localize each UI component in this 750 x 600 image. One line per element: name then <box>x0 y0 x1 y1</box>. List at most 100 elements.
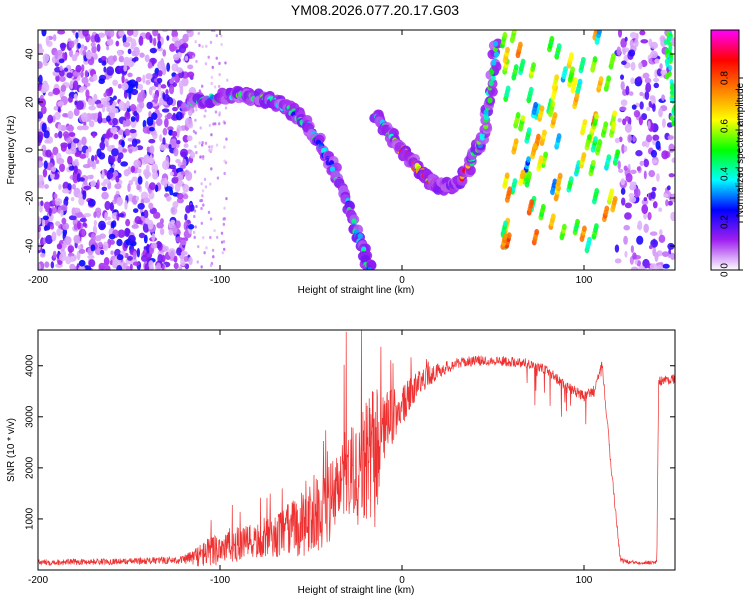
noise-blob <box>83 185 92 190</box>
noise-blob <box>152 171 159 180</box>
noise-blob <box>149 145 155 154</box>
arc-blob <box>493 51 500 58</box>
noise-blob <box>220 231 224 235</box>
noise-blob <box>198 141 201 145</box>
spectrogram-x-ticks: -200 -100 0 100 <box>28 30 593 286</box>
noise-blob <box>641 204 649 215</box>
noise-blob <box>157 60 166 70</box>
noise-blob <box>38 74 43 85</box>
noise-blob <box>186 30 192 34</box>
noise-blob <box>100 55 107 62</box>
noise-blob <box>117 229 126 239</box>
noise-blob <box>650 239 659 248</box>
noise-blob <box>61 188 70 194</box>
noise-blob <box>647 211 652 221</box>
noise-blob <box>84 82 91 87</box>
noise-blob <box>101 186 108 192</box>
noise-blob <box>175 220 181 229</box>
noise-blob <box>44 184 49 189</box>
noise-blob <box>216 176 220 180</box>
cluster-blob <box>597 30 602 35</box>
noise-blob <box>59 65 63 72</box>
noise-blob <box>624 202 633 209</box>
noise-blob <box>78 259 86 267</box>
noise-blob <box>633 188 641 198</box>
noise-blob <box>41 218 46 228</box>
noise-blob <box>85 50 92 60</box>
noise-blob <box>621 197 626 206</box>
noise-blob <box>64 196 69 202</box>
noise-blob <box>73 165 78 174</box>
cluster-blob <box>505 46 510 54</box>
noise-blob <box>620 74 625 80</box>
noise-blob <box>47 91 54 97</box>
noise-blob <box>214 110 218 114</box>
noise-blob <box>77 245 82 250</box>
noise-blob <box>38 134 43 144</box>
noise-blob <box>645 82 652 93</box>
noise-blob <box>199 155 202 159</box>
noise-blob <box>38 263 41 270</box>
colorbar: 0.0 0.2 0.4 0.6 0.8 Normalized spectral ampl… <box>710 29 746 277</box>
noise-blob <box>138 232 146 239</box>
noise-blob <box>106 38 114 46</box>
noise-blob <box>649 231 658 236</box>
noise-blob <box>81 64 85 72</box>
noise-blob <box>77 42 81 49</box>
noise-blob <box>63 67 69 72</box>
noise-blob <box>654 58 660 64</box>
noise-blob <box>51 166 57 172</box>
noise-blob <box>194 40 197 44</box>
noise-blob <box>624 123 632 133</box>
noise-blob <box>148 182 156 191</box>
noise-blob <box>659 229 663 236</box>
cluster-blob <box>503 220 508 227</box>
noise-blob <box>131 138 138 147</box>
noise-blob <box>661 150 669 160</box>
noise-blob <box>617 160 621 170</box>
noise-blob <box>144 170 150 180</box>
y-tick-label: 20 <box>25 96 36 108</box>
noise-blob <box>40 200 44 207</box>
noise-blob <box>614 258 622 264</box>
noise-blob <box>88 259 96 268</box>
noise-blob <box>167 112 173 119</box>
noise-blob <box>38 230 41 240</box>
noise-blob <box>634 38 639 48</box>
noise-blob <box>130 116 136 122</box>
noise-blob <box>627 134 632 143</box>
noise-blob <box>66 137 73 144</box>
noise-blob <box>148 127 155 132</box>
noise-blob <box>619 106 627 112</box>
noise-blob <box>131 176 138 182</box>
noise-blob <box>81 125 89 131</box>
noise-blob <box>103 92 108 98</box>
cluster-blob <box>606 154 612 161</box>
noise-blob <box>650 41 659 50</box>
noise-blob <box>131 224 139 229</box>
noise-blob <box>43 160 48 170</box>
noise-blob <box>667 135 674 140</box>
cluster-blob <box>664 48 669 55</box>
noise-blob <box>639 30 646 36</box>
noise-blob <box>160 84 167 89</box>
noise-blob <box>40 105 47 115</box>
noise-blob <box>83 180 88 186</box>
cluster-blob <box>518 41 523 49</box>
noise-blob <box>225 197 228 201</box>
noise-blob <box>152 30 159 37</box>
noise-blob <box>639 101 644 110</box>
cluster-blob <box>574 92 580 100</box>
noise-blob <box>620 178 626 186</box>
noise-blob <box>69 80 74 90</box>
noise-blob <box>658 107 663 118</box>
noise-blob <box>59 42 67 49</box>
noise-blob <box>185 171 193 181</box>
noise-blob <box>140 211 145 217</box>
noise-blob <box>176 197 184 204</box>
noise-blob <box>133 159 141 168</box>
cluster-blob <box>667 35 672 42</box>
noise-blob <box>72 138 80 144</box>
noise-blob <box>215 56 218 60</box>
noise-blob <box>618 168 624 173</box>
